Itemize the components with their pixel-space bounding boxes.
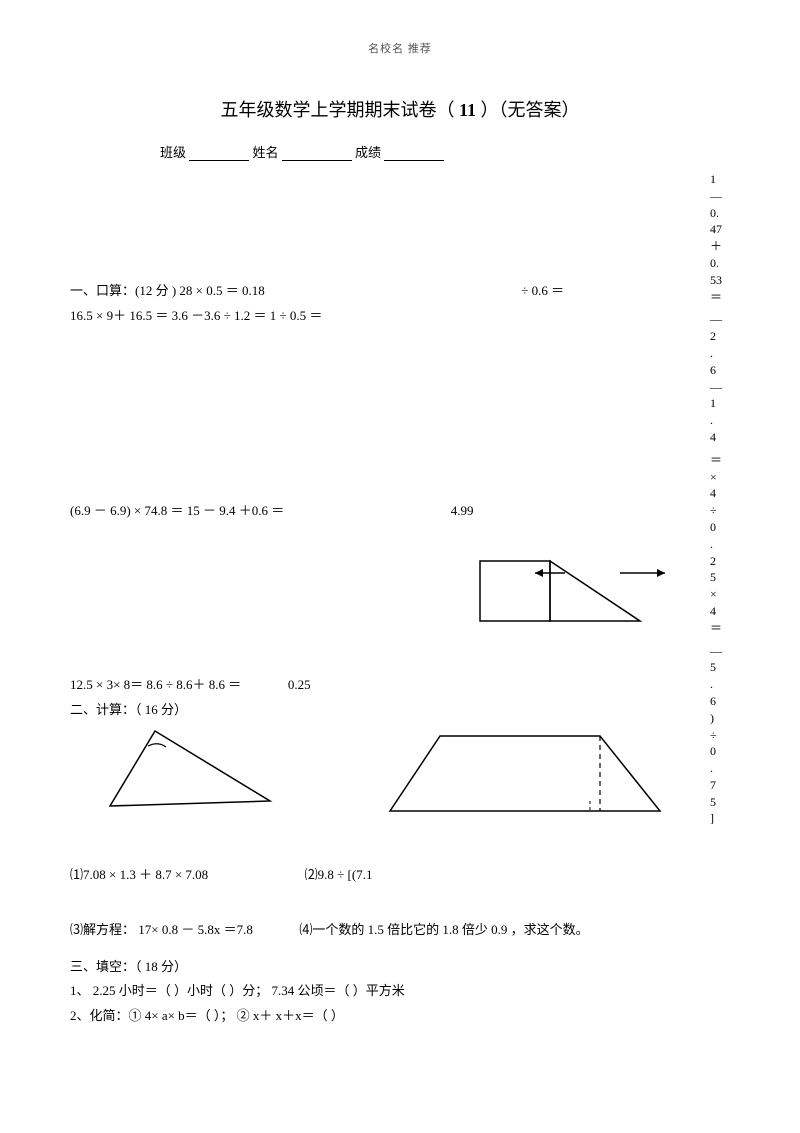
score-blank [384, 147, 444, 161]
class-label: 班级 [160, 145, 186, 160]
rc-4-4: 6 [710, 693, 750, 710]
rc-2-6: — [710, 379, 750, 396]
section3-l2: 2、化简：① 4× a× b＝（ ）； ② x＋ x＋x＝（ ） [70, 1006, 730, 1027]
name-blank [282, 147, 352, 161]
title-suffix: ）（无答案） [481, 100, 580, 120]
rc-4-11: 7 [710, 777, 750, 794]
rc-2-3: . [710, 345, 750, 362]
rc-3-13: ＝ [710, 620, 750, 637]
section1-line2: 16.5 × 9＋ 16.5 ＝ 3.6 －3.6 ÷ 1.2 ＝ 1 ÷ 0.… [70, 306, 730, 327]
rc-3-12: 4 [710, 603, 750, 620]
name-label: 姓名 [253, 145, 279, 160]
rc-3-3: 4 [710, 485, 750, 502]
s1-l3a: (6.9 － 6.9) × 74.8 ＝ 15 － 9.4 ＋0.6 ＝ [70, 503, 284, 518]
s2-q1: ⑴7.08 × 1.3 ＋ 8.7 × 7.08 [70, 867, 208, 882]
section1-line4: 12.5 × 3× 8＝ 8.6 ÷ 8.6＋ 8.6 ＝ 0.25 [70, 675, 730, 696]
rc-2-2: 2 [710, 328, 750, 345]
rc-4-7: ÷ [710, 727, 750, 744]
rc-2-4: 6 [710, 362, 750, 379]
s2-q4: ⑷一个数的 1.5 倍比它的 1.8 倍少 0.9 ，求这个数。 [299, 922, 588, 937]
section2-q3q4: ⑶解方程： 17× 0.8 － 5.8x ＝7.8 ⑷一个数的 1.5 倍比它的… [70, 920, 730, 941]
rc-3-1: × [710, 469, 750, 486]
rc-1-6: 53 [710, 272, 750, 289]
page-title: 五年级数学上学期期末试卷（ 11 ）（无答案） [70, 96, 730, 122]
rc-3-7: . [710, 536, 750, 553]
rc-1-1: — [710, 188, 750, 205]
rc-2-8: 1 [710, 395, 750, 412]
score-label: 成绩 [355, 145, 381, 160]
s1-l3b: 4.99 [451, 503, 474, 518]
rc-4-13: ] [710, 810, 750, 827]
rc-3-8: 2 [710, 553, 750, 570]
s2-q3: ⑶解方程： 17× 0.8 － 5.8x ＝7.8 [70, 922, 253, 937]
s3-l1: 1、 2.25 小时＝（ ）小时（ ）分； 7.34 公顷＝（ ）平方米 [70, 983, 405, 998]
rc-4-0: — [710, 643, 750, 660]
rc-1-5: 0. [710, 255, 750, 272]
rc-1-0: 1 [710, 171, 750, 188]
rc-4-2: 5 [710, 659, 750, 676]
square-triangle-diagram [470, 551, 690, 641]
rc-4-3: . [710, 676, 750, 693]
s2-label: 二、计算：（ 16 分） [70, 702, 187, 717]
section2-label: 二、计算：（ 16 分） [70, 700, 730, 721]
rc-2-10: 4 [710, 429, 750, 446]
section2-q1q2: ⑴7.08 × 1.3 ＋ 8.7 × 7.08 ⑵9.8 ÷ [(7.1 [70, 865, 730, 886]
rc-3-6: 0 [710, 519, 750, 536]
rc-4-10: . [710, 760, 750, 777]
s3-label: 三、填空：（ 18 分） [70, 959, 187, 974]
trapezoid-diagram [380, 726, 670, 821]
section1-line1: 一、口算：(12 分 ) 28 × 0.5 ＝ 0.18 ÷ 0.6 ＝ [70, 281, 730, 302]
triangle-angle-diagram [100, 721, 280, 816]
title-prefix: 五年级数学上学期期末试卷（ [220, 100, 454, 120]
rc-3-4: ÷ [710, 502, 750, 519]
s1-l4a: 12.5 × 3× 8＝ 8.6 ÷ 8.6＋ 8.6 ＝ [70, 677, 241, 692]
s1-l4b: 0.25 [288, 677, 311, 692]
s3-l2: 2、化简：① 4× a× b＝（ ）； ② x＋ x＋x＝（ ） [70, 1008, 344, 1023]
section1-line3: (6.9 － 6.9) × 74.8 ＝ 15 － 9.4 ＋0.6 ＝ 4.9… [70, 501, 730, 522]
rc-3-10: × [710, 586, 750, 603]
title-num: 11 [459, 100, 476, 120]
section3-l1: 1、 2.25 小时＝（ ）小时（ ）分； 7.34 公顷＝（ ）平方米 [70, 981, 730, 1002]
section3: 三、填空：（ 18 分） 1、 2.25 小时＝（ ）小时（ ）分； 7.34 … [70, 957, 730, 1027]
section3-label: 三、填空：（ 18 分） [70, 957, 730, 978]
rc-4-12: 5 [710, 794, 750, 811]
class-blank [189, 147, 249, 161]
rc-1-2: 0. [710, 205, 750, 222]
rc-1-4: ＋ [710, 238, 750, 255]
rc-3-9: 5 [710, 569, 750, 586]
right-vertical-column: 1 — 0. 47 ＋ 0. 53 ＝ — 2 . 6 — 1 . 4 ＝ × … [710, 171, 750, 827]
rc-1-7: ＝ [710, 289, 750, 306]
content-area: 1 — 0. 47 ＋ 0. 53 ＝ — 2 . 6 — 1 . 4 ＝ × … [70, 171, 730, 1027]
rc-1-3: 47 [710, 221, 750, 238]
rc-2-0: — [710, 311, 750, 328]
student-info: 班级 姓名 成绩 [70, 142, 730, 161]
s1-l2: 16.5 × 9＋ 16.5 ＝ 3.6 －3.6 ÷ 1.2 ＝ 1 ÷ 0.… [70, 308, 322, 323]
rc-4-9: 0 [710, 743, 750, 760]
s2-q2: ⑵9.8 ÷ [(7.1 [305, 867, 373, 882]
s1-mid: ÷ 0.6 ＝ [521, 283, 564, 298]
header-text: 名校名 推荐 [368, 43, 432, 55]
rc-3-0: ＝ [710, 452, 750, 469]
s1-label: 一、口算：(12 分 ) 28 × 0.5 ＝ 0.18 [70, 283, 265, 298]
rc-2-9: . [710, 412, 750, 429]
rc-4-5: ) [710, 710, 750, 727]
header-recommend: 名校名 推荐 [70, 40, 730, 56]
